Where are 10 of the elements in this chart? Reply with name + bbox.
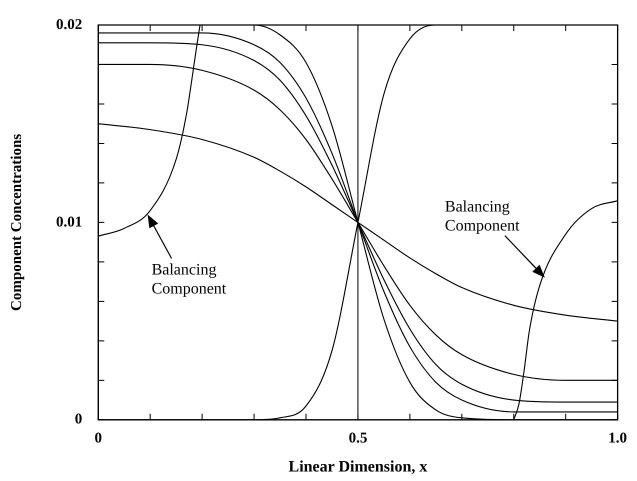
annotation: Balancing Component <box>152 262 227 298</box>
x-tick-label: 0.5 <box>348 430 368 447</box>
y-tick-label: 0.01 <box>56 214 82 230</box>
y-axis-title: Component Concentrations <box>8 134 25 311</box>
x-tick-label: 0 <box>94 430 102 447</box>
annotation: Balancing Component <box>444 198 520 235</box>
y-tick-label: 0 <box>74 412 82 428</box>
y-tick-label: 0.02 <box>56 16 82 33</box>
x-tick-label: 1.0 <box>608 430 627 447</box>
x-axis-title: Linear Dimension, x <box>288 458 428 476</box>
